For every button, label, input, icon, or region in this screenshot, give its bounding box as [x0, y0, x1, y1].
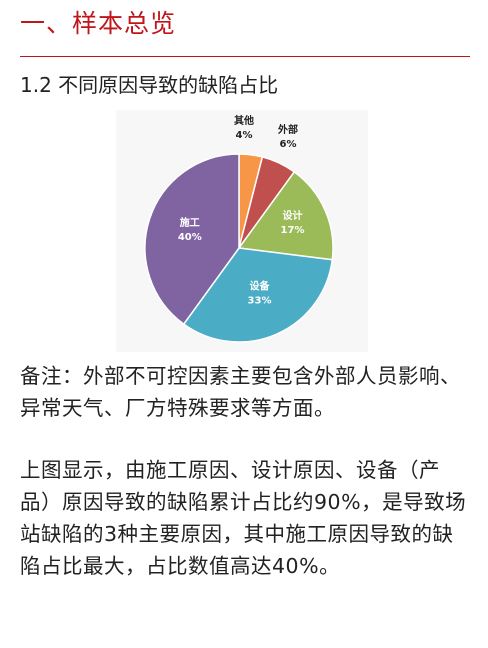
section-divider: [20, 56, 470, 57]
subsection-title: 1.2 不同原因导致的缺陷占比: [20, 73, 279, 97]
pie-slice-3: [237, 170, 334, 261]
summary-paragraph: 上图显示，由施工原因、设计原因、设备（产品）原因导致的缺陷累计占比约90%，是导…: [20, 458, 467, 578]
pie-labels: 其他 4% 外部 6% 设计 17% 设备 33% 施工 40%: [178, 114, 305, 306]
slice-value-label: 4%: [236, 130, 253, 141]
pie-chart: 其他 4% 外部 6% 设计 17% 设备 33% 施工 40%: [144, 114, 334, 343]
slice-category-label: 设计: [283, 209, 303, 222]
slice-value-label: 6%: [280, 139, 297, 150]
slice-category-label: 外部: [277, 123, 298, 136]
pie-slices: [144, 153, 334, 343]
slice-value-label: 33%: [248, 295, 272, 306]
slice-category-label: 设备: [250, 279, 271, 292]
pie-slice-4: [182, 247, 334, 343]
slice-value-label: 40%: [178, 232, 202, 243]
pie-chart-panel: 其他 4% 外部 6% 设计 17% 设备 33% 施工 40%: [116, 110, 368, 352]
section-title: 一、样本总览: [20, 9, 177, 38]
note-paragraph: 备注：外部不可控因素主要包含外部人员影响、异常天气、厂方特殊要求等方面。: [20, 364, 461, 420]
slice-value-label: 17%: [281, 225, 305, 236]
slice-category-label: 其他: [234, 114, 254, 127]
pie-slice-5: [144, 153, 240, 326]
slice-category-label: 施工: [180, 216, 200, 229]
